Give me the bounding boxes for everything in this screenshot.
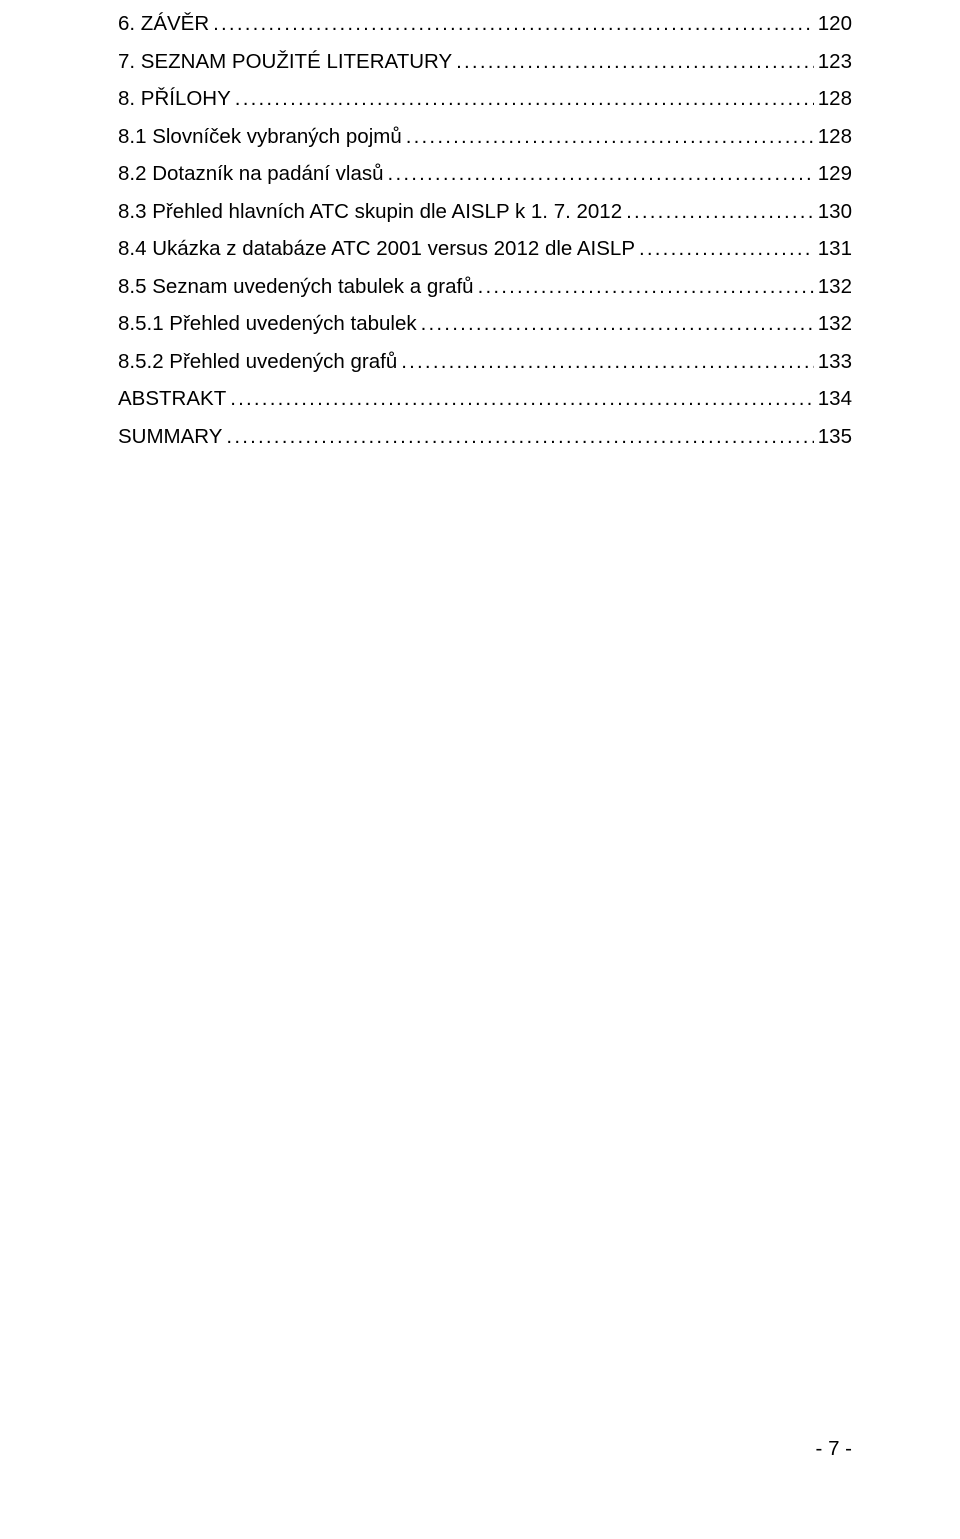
toc-page-number: 132 (818, 314, 852, 335)
toc-leader-dots (388, 164, 814, 185)
toc-entry: 8.1 Slovníček vybraných pojmů 128 (118, 127, 852, 148)
toc-page-number: 133 (818, 352, 852, 373)
toc-label: 8.5.2 Přehled uvedených grafů (118, 352, 397, 373)
toc-entry: 8.3 Přehled hlavních ATC skupin dle AISL… (118, 202, 852, 223)
toc-page-number: 123 (818, 52, 852, 73)
toc-page-number: 135 (818, 427, 852, 448)
toc-label: 8.2 Dotazník na padání vlasů (118, 164, 384, 185)
toc-entry: 8.5.2 Přehled uvedených grafů 133 (118, 352, 852, 373)
toc-entry: ABSTRAKT 134 (118, 389, 852, 410)
toc-page-number: 128 (818, 127, 852, 148)
toc-label: ABSTRAKT (118, 389, 226, 410)
toc-label: SUMMARY (118, 427, 222, 448)
toc-leader-dots (230, 389, 814, 410)
toc-label: 8. PŘÍLOHY (118, 89, 231, 110)
toc-leader-dots (226, 427, 813, 448)
toc-leader-dots (213, 14, 814, 35)
toc-page-number: 129 (818, 164, 852, 185)
toc-leader-dots (421, 314, 814, 335)
toc-label: 8.3 Přehled hlavních ATC skupin dle AISL… (118, 202, 622, 223)
toc-leader-dots (456, 52, 814, 73)
toc-label: 8.1 Slovníček vybraných pojmů (118, 127, 402, 148)
page-number-footer: - 7 - (816, 1437, 852, 1461)
toc-page-number: 134 (818, 389, 852, 410)
toc-leader-dots (626, 202, 814, 223)
toc-entry: 8.5.1 Přehled uvedených tabulek 132 (118, 314, 852, 335)
toc-entry: 8.2 Dotazník na padání vlasů 129 (118, 164, 852, 185)
toc-label: 8.4 Ukázka z databáze ATC 2001 versus 20… (118, 239, 635, 260)
toc-entry: 8.4 Ukázka z databáze ATC 2001 versus 20… (118, 239, 852, 260)
toc-entry: 8. PŘÍLOHY 128 (118, 89, 852, 110)
toc-page-number: 132 (818, 277, 852, 298)
toc-label: 7. SEZNAM POUŽITÉ LITERATURY (118, 52, 452, 73)
toc-leader-dots (478, 277, 814, 298)
toc-entry: 6. ZÁVĚR 120 (118, 14, 852, 35)
toc-label: 8.5.1 Přehled uvedených tabulek (118, 314, 417, 335)
toc-entry: 8.5 Seznam uvedených tabulek a grafů 132 (118, 277, 852, 298)
toc-entry: SUMMARY 135 (118, 427, 852, 448)
page: 6. ZÁVĚR 120 7. SEZNAM POUŽITÉ LITERATUR… (0, 0, 960, 1539)
toc-page-number: 131 (818, 239, 852, 260)
toc-page-number: 130 (818, 202, 852, 223)
toc-leader-dots (401, 352, 814, 373)
toc-leader-dots (639, 239, 814, 260)
toc-page-number: 120 (818, 14, 852, 35)
toc-leader-dots (406, 127, 814, 148)
toc-leader-dots (235, 89, 814, 110)
toc-label: 8.5 Seznam uvedených tabulek a grafů (118, 277, 474, 298)
toc-page-number: 128 (818, 89, 852, 110)
toc-entry: 7. SEZNAM POUŽITÉ LITERATURY 123 (118, 52, 852, 73)
toc-label: 6. ZÁVĚR (118, 14, 209, 35)
